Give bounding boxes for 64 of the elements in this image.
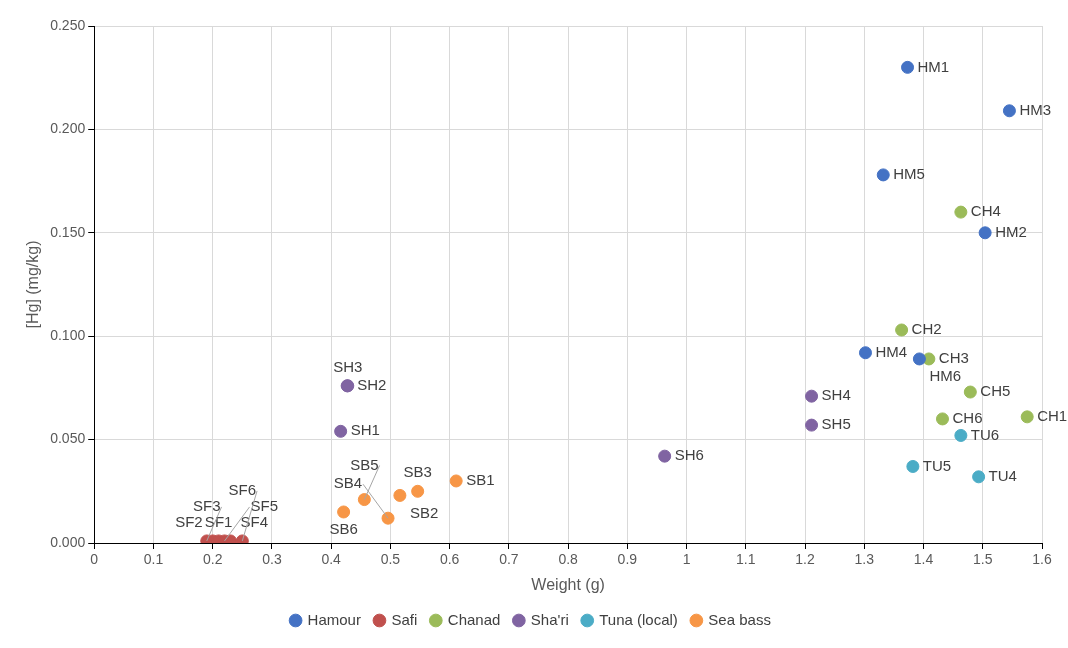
x-tick-label: 1.2	[795, 551, 815, 568]
x-tick-label: 0.8	[558, 551, 579, 568]
annotation: HM2	[995, 222, 1027, 240]
y-tick-label: 0.250	[50, 16, 86, 33]
annotation: SB4	[333, 474, 363, 492]
x-tick-label: 1.4	[913, 551, 934, 568]
legend-label: Safi	[391, 610, 418, 628]
x-tick-label: 1.5	[973, 551, 993, 568]
x-tick-label: 0.3	[262, 551, 282, 568]
annotation: SB2	[409, 503, 439, 521]
annotation: SH4	[821, 386, 851, 404]
y-tick-label: 0.000	[50, 533, 86, 550]
annotation: SF1	[204, 513, 233, 531]
y-axis-title: [Hg] (mg/kg)	[24, 240, 42, 329]
annotation: CH3	[938, 349, 969, 367]
annotation: SF4	[240, 513, 268, 531]
legend-label: Chanad	[447, 610, 501, 628]
y-tick-label: 0.050	[50, 430, 86, 447]
annotation: SF6	[228, 481, 257, 499]
annotation: CH6	[952, 409, 983, 427]
annotation: SH6	[674, 446, 704, 464]
x-tick-label: 1.1	[736, 551, 756, 568]
x-tick-label: 0.6	[439, 551, 460, 568]
annotation: CH1	[1037, 406, 1068, 424]
x-axis-title: Weight (g)	[531, 575, 605, 593]
x-tick-label: 0.9	[617, 551, 638, 568]
annotation: HM5	[893, 165, 925, 183]
annotation: SB3	[403, 463, 432, 481]
annotation: SH3	[333, 357, 363, 375]
x-tick-label: 1	[682, 551, 691, 568]
annotation: TU4	[988, 466, 1017, 484]
x-tick-label: 1.6	[1032, 551, 1052, 568]
annotation: HM1	[917, 57, 950, 75]
legend-label: Sha'ri	[530, 610, 569, 628]
y-tick-label: 0.150	[50, 223, 86, 240]
annotation: TU6	[970, 425, 1000, 443]
y-tick-label: 0.100	[50, 327, 86, 344]
annotation: SF5	[250, 497, 279, 515]
x-tick-label: 1.3	[854, 551, 875, 568]
annotation: HM6	[929, 367, 962, 385]
annotation: SB6	[329, 520, 358, 538]
annotation: CH5	[980, 382, 1011, 400]
annotation: SF2	[175, 513, 203, 531]
x-tick-label: 0.1	[143, 551, 164, 568]
annotation: SF3	[193, 497, 221, 515]
x-tick-label: 0.7	[499, 551, 519, 568]
annotation: CH4	[970, 202, 1001, 220]
annotation: SB1	[466, 471, 495, 489]
annotation: HM3	[1019, 100, 1052, 118]
legend-label: Tuna (local)	[599, 610, 678, 628]
x-tick-label: 0.2	[202, 551, 223, 568]
annotation: SH5	[821, 415, 851, 433]
annotation: HM4	[875, 342, 908, 360]
legend-label: Hamour	[307, 610, 361, 628]
annotation: SH2	[357, 375, 387, 393]
y-tick-label: 0.200	[50, 120, 86, 137]
x-tick-label: 0	[90, 551, 99, 568]
annotation: CH2	[911, 320, 942, 338]
x-tick-label: 0.5	[380, 551, 401, 568]
x-tick-label: 0.4	[321, 551, 342, 568]
annotation: TU5	[922, 456, 952, 474]
annotation: SB5	[350, 455, 379, 473]
annotation: SH1	[350, 421, 380, 439]
legend-label: Sea bass	[708, 610, 771, 628]
